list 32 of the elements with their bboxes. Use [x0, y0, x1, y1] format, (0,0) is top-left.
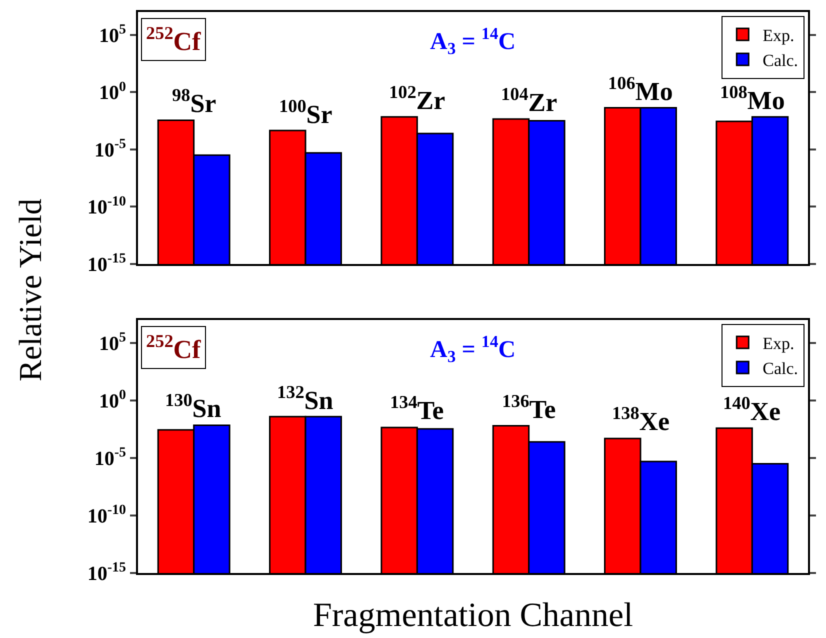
x-tick-label: $^{108}$Mo [720, 82, 785, 115]
annotation: $^{252}$Cf [146, 331, 202, 364]
legend-label: Calc. [762, 51, 798, 70]
x-tick-label: $^{140}$Xe [723, 393, 781, 426]
x-tick-label: $^{102}$Zr [389, 82, 446, 115]
y-tick-label: 10$^{-5}$ [94, 446, 126, 470]
legend-label: Exp. [762, 334, 794, 353]
y-tick-label: 10$^{0}$ [99, 388, 126, 412]
y-tick-label: 10$^{5}$ [99, 330, 126, 355]
y-tick-label: 10$^{0}$ [99, 80, 126, 104]
legend-label: Calc. [762, 359, 798, 378]
x-tick-label: $^{138}$Xe [612, 403, 670, 436]
x-tick-label: $^{136}$Te [502, 391, 556, 424]
y-tick-label: 10$^{-5}$ [94, 137, 126, 162]
x-tick-label: $^{100}$Sr [279, 96, 332, 129]
annotation: $^{252}$Cf [146, 23, 202, 56]
legend-label: Exp. [762, 26, 794, 45]
annotation: A$_{3}$ = $^{14}$C [430, 24, 516, 58]
y-tick-label: 10$^{-10}$ [87, 194, 126, 219]
y-axis-title: Relative Yield [11, 198, 49, 384]
x-tick-label: $^{104}$Zr [501, 84, 558, 117]
x-tick-label: $^{130}$Sn [165, 390, 222, 423]
y-tick-label: 10$^{-10}$ [87, 503, 126, 528]
y-tick-label: 10$^{-15}$ [87, 560, 126, 585]
x-tick-label: $^{132}$Sn [277, 382, 334, 415]
x-tick-label: $^{106}$Mo [608, 73, 673, 106]
x-tick-label: $^{98}$Sr [172, 85, 216, 118]
annotation: A$_{3}$ = $^{14}$C [430, 332, 516, 366]
y-tick-label: 10$^{5}$ [99, 22, 126, 47]
y-tick-label: 10$^{-15}$ [87, 252, 126, 276]
x-tick-label: $^{134}$Te [390, 392, 444, 425]
x-axis-title: Fragmentation Channel [312, 596, 634, 634]
